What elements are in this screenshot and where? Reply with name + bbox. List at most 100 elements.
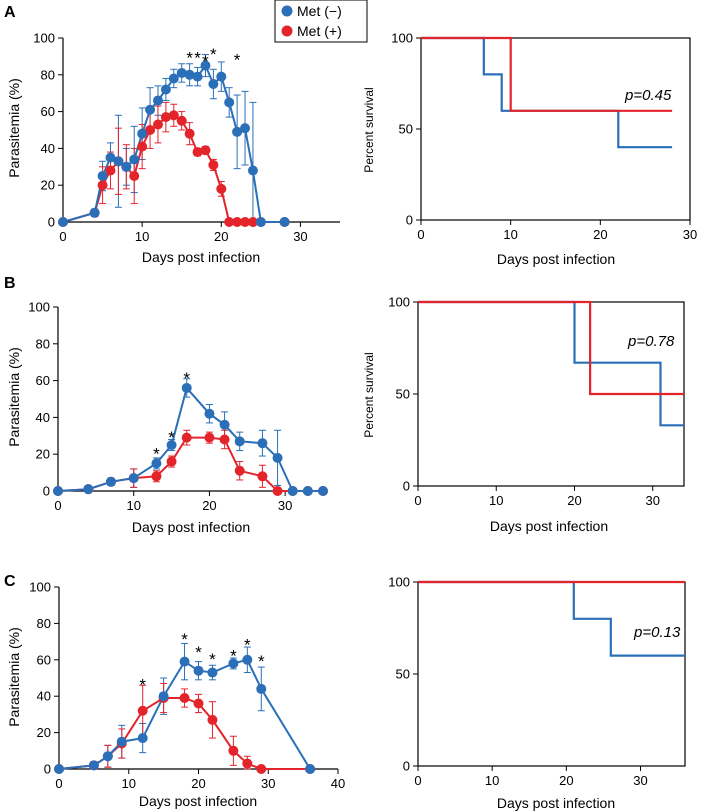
data-point-met-minus (255, 217, 266, 227)
panel-label-a: A (4, 4, 16, 21)
data-point-met-plus (151, 471, 162, 482)
significance-marker: * (139, 676, 146, 695)
data-point-met-minus (257, 438, 268, 449)
significance-marker: * (209, 650, 216, 669)
data-point-met-plus (216, 183, 227, 194)
data-point-met-minus (204, 408, 215, 419)
y-tick-label: 0 (406, 213, 413, 228)
data-point-met-minus (121, 161, 132, 172)
y-tick-label: 0 (43, 484, 50, 499)
data-point-met-plus (204, 432, 215, 443)
data-point-met-minus (192, 71, 203, 82)
data-point-met-minus (106, 476, 116, 487)
data-point-met-plus (176, 115, 187, 126)
data-point-met-plus (129, 171, 140, 181)
x-tick-label: 10 (485, 773, 499, 788)
data-point-met-minus (200, 60, 211, 71)
data-point-met-plus (207, 714, 218, 725)
significance-marker: * (244, 636, 251, 655)
significance-marker: * (168, 428, 175, 447)
data-point-met-minus (305, 764, 316, 774)
data-point-met-minus (224, 97, 235, 108)
data-point-met-plus (272, 486, 283, 496)
significance-marker: * (195, 643, 202, 662)
x-tick-label: 20 (593, 227, 607, 242)
data-point-met-minus (160, 84, 171, 95)
x-tick-label: 30 (261, 776, 275, 791)
data-point-met-minus (89, 207, 100, 218)
survival-a-ylabel: Percent survival (362, 87, 376, 172)
y-tick-label: 0 (44, 762, 51, 777)
chart-a-xlabel: Days post infection (142, 249, 260, 265)
data-point-met-plus (224, 217, 235, 227)
y-tick-label: 20 (41, 178, 55, 193)
x-tick-label: 20 (191, 776, 205, 791)
x-tick-label: 20 (214, 229, 228, 244)
data-point-met-minus (232, 126, 243, 137)
survival-line-met-minus (418, 580, 685, 657)
data-point-met-plus (247, 217, 258, 227)
y-tick-label: 100 (29, 580, 51, 595)
y-tick-label: 60 (36, 373, 50, 388)
data-point-met-minus (53, 486, 63, 496)
data-point-met-minus (208, 79, 219, 89)
data-point-met-plus (242, 758, 253, 769)
x-tick-label: 20 (559, 773, 573, 788)
data-point-met-minus (247, 165, 258, 176)
y-tick-label: 100 (388, 295, 410, 310)
x-tick-label: 30 (278, 498, 292, 513)
significance-marker: * (230, 647, 237, 666)
survival-b-ylabel: Percent survival (362, 352, 376, 437)
data-point-met-plus (179, 693, 190, 704)
data-point-met-minus (158, 691, 169, 702)
y-tick-label: 100 (388, 575, 410, 590)
survival-line-met-minus (418, 300, 684, 427)
parasitemia-chart-c: Days post infection Parasitemia (%) 0 10 2… (6, 580, 345, 810)
data-point-met-plus (137, 705, 148, 716)
significance-marker: * (210, 45, 217, 64)
data-point-met-minus (256, 683, 267, 694)
data-point-met-plus (105, 165, 116, 176)
survival-b-pvalue: p=0.78 (627, 333, 675, 350)
y-tick-label: 50 (399, 122, 413, 137)
data-point-met-minus (176, 67, 187, 78)
y-tick-label: 100 (391, 31, 413, 46)
y-tick-label: 60 (37, 652, 51, 667)
data-point-met-minus (145, 104, 156, 115)
y-tick-label: 20 (36, 447, 50, 462)
survival-line-met-plus (421, 36, 673, 112)
data-point-met-minus (181, 382, 192, 393)
data-point-met-plus (137, 141, 148, 152)
x-tick-label: 10 (126, 498, 140, 513)
data-point-met-minus (168, 73, 179, 84)
data-point-met-plus (219, 434, 230, 445)
significance-marker: * (202, 52, 209, 71)
data-point-met-plus (181, 432, 192, 443)
x-tick-label: 10 (135, 229, 149, 244)
data-point-met-minus (105, 152, 116, 163)
chart-a-ylabel: Parasitemia (%) (6, 78, 22, 178)
data-point-met-plus (192, 147, 203, 158)
chart-c-xlabel: Days post infection (139, 793, 257, 809)
significance-marker: * (153, 445, 160, 464)
y-tick-label: 20 (37, 725, 51, 740)
panel-label-c: C (4, 573, 16, 590)
survival-c-xlabel: Days post infection (497, 795, 615, 811)
data-point-met-plus (208, 159, 219, 170)
data-point-met-plus (228, 745, 239, 756)
y-tick-label: 80 (36, 336, 50, 351)
legend-label-met-plus: Met (+) (297, 23, 342, 39)
data-point-met-minus (116, 736, 127, 747)
y-tick-label: 0 (403, 759, 410, 774)
data-point-met-minus (272, 452, 283, 463)
x-tick-label: 0 (414, 773, 421, 788)
x-tick-label: 40 (331, 776, 345, 791)
chart-b-ylabel: Parasitemia (%) (6, 347, 22, 447)
x-tick-label: 0 (59, 229, 66, 244)
data-point-met-minus (207, 667, 218, 678)
data-point-met-minus (166, 440, 177, 450)
data-point-met-plus (256, 764, 267, 774)
data-point-met-minus (302, 486, 313, 496)
data-point-met-minus (240, 123, 251, 134)
y-tick-label: 100 (33, 31, 55, 46)
